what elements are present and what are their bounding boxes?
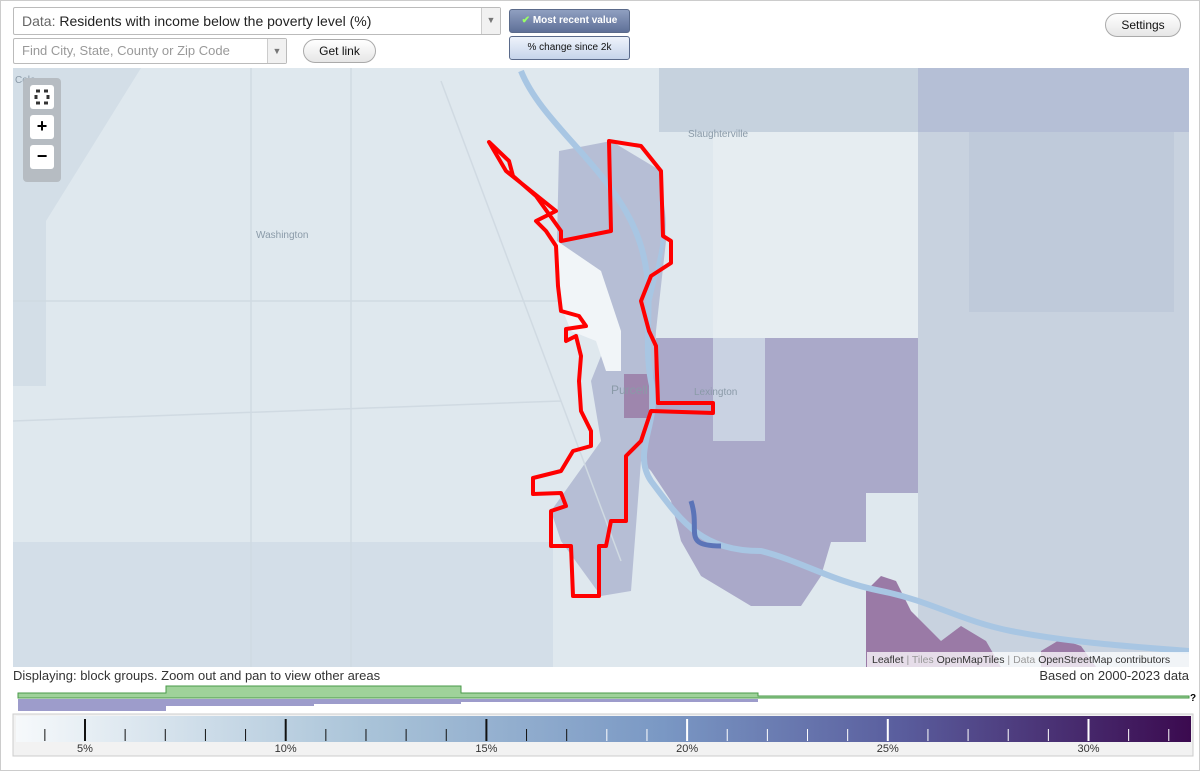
data-value: Residents with income below the poverty … — [59, 13, 372, 29]
road — [13, 68, 622, 667]
attr-leaflet[interactable]: Leaflet — [872, 654, 904, 666]
legend-label: 10% — [275, 743, 297, 755]
displaying-note: Displaying: block groups. Zoom out and p… — [13, 668, 381, 683]
place-label: Lexington — [694, 387, 737, 398]
histogram-green — [17, 685, 1190, 699]
region — [659, 68, 918, 132]
data-select[interactable]: Data: Residents with income below the po… — [13, 7, 501, 35]
legend-label: 15% — [475, 743, 497, 755]
region — [713, 338, 765, 441]
settings-button[interactable]: Settings — [1105, 13, 1181, 37]
get-link-button[interactable]: Get link — [303, 39, 376, 63]
zoom-out-button[interactable] — [30, 145, 54, 169]
attr-data: Data — [1013, 654, 1035, 666]
most-recent-toggle[interactable]: ✔ Most recent value — [509, 9, 630, 33]
river — [688, 500, 722, 549]
check-icon: ✔ — [521, 15, 531, 26]
data-label: Data: — [22, 13, 56, 29]
zoom-in-button[interactable] — [30, 115, 54, 139]
legend-label: 5% — [77, 743, 93, 755]
attr-osm[interactable]: OpenStreetMap — [1038, 654, 1112, 666]
place-label: Purcell — [611, 383, 648, 397]
region — [918, 68, 1189, 132]
zoom-control: + − — [23, 78, 61, 182]
fullscreen-icon — [34, 89, 50, 105]
dropdown-arrow: ▼ — [267, 39, 286, 63]
help-mark[interactable]: ? — [1190, 693, 1196, 704]
region — [866, 576, 1001, 667]
color-scale — [16, 716, 1191, 742]
legend-label: 20% — [676, 743, 698, 755]
histogram-bar — [166, 699, 314, 706]
search-box[interactable]: Find City, State, County or Zip Code ▼ — [13, 38, 287, 64]
most-recent-label: Most recent value — [532, 15, 618, 26]
place-label: Washington — [256, 230, 308, 241]
fullscreen-button[interactable] — [30, 85, 54, 109]
attr-openmaptiles[interactable]: OpenMapTiles — [937, 654, 1005, 666]
zoom-out-icon: − — [37, 146, 48, 166]
legend-label: 25% — [877, 743, 899, 755]
place-label: Slaughterville — [688, 129, 748, 140]
attr-contributors: contributors — [1115, 654, 1170, 666]
dropdown-arrow: ▼ — [481, 8, 500, 34]
based-on-note: Based on 2000-2023 data — [1039, 668, 1189, 683]
attr-tiles: Tiles — [912, 654, 934, 666]
region — [624, 374, 649, 418]
region — [13, 542, 553, 667]
legend: ? 5% 10% 15% 20% 25% 30% — [12, 685, 1196, 757]
selected-boundary — [487, 139, 715, 598]
histogram-bar — [314, 699, 461, 704]
search-placeholder: Find City, State, County or Zip Code — [22, 43, 230, 58]
histogram-bar — [461, 699, 758, 702]
histogram-bar — [18, 699, 166, 711]
map[interactable]: Cole Slaughterville Washington Purcell L… — [13, 68, 1189, 667]
pct-change-toggle[interactable]: % change since 2k — [509, 36, 630, 60]
river — [518, 69, 1189, 654]
zoom-in-icon: + — [37, 116, 48, 136]
legend-label: 30% — [1077, 743, 1099, 755]
region — [557, 241, 621, 371]
region — [969, 132, 1174, 312]
region — [713, 132, 918, 338]
attribution: Leaflet | Tiles OpenMapTiles | Data Open… — [872, 654, 1170, 666]
attribution-bg — [867, 652, 1189, 667]
